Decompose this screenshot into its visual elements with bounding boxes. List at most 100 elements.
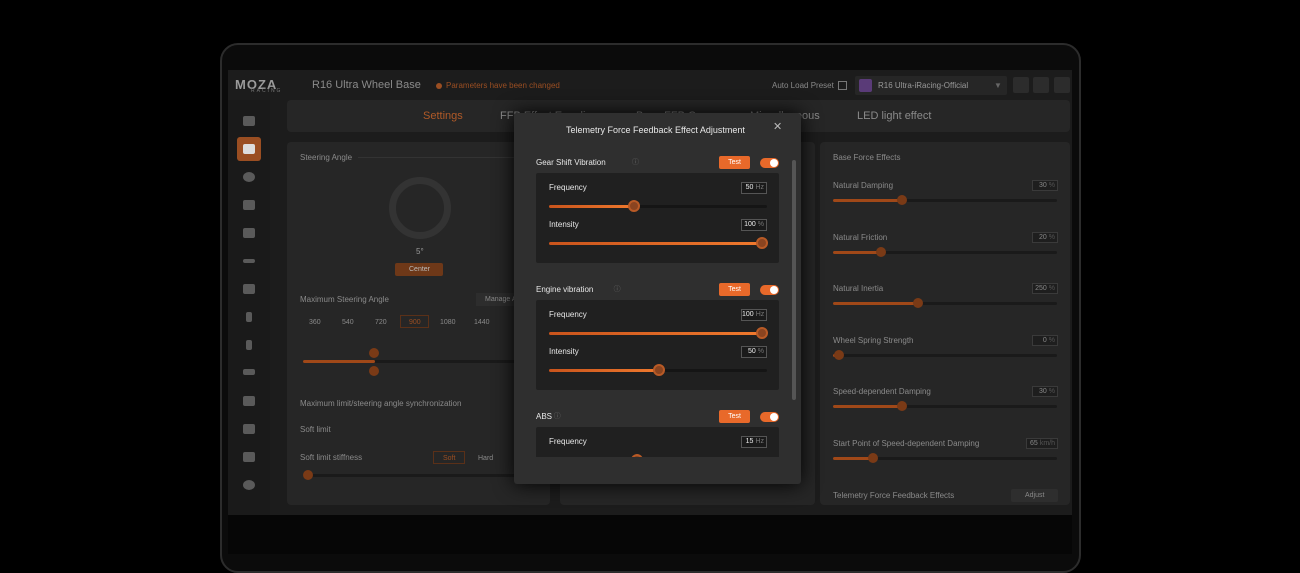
angle-option[interactable]: 1440 xyxy=(474,319,490,326)
slider-thumb[interactable] xyxy=(913,298,923,309)
angle-value: 5° xyxy=(416,247,424,256)
nav-icon[interactable] xyxy=(243,480,255,490)
stiffness-slider[interactable] xyxy=(303,470,518,480)
nav-icon[interactable] xyxy=(243,424,255,434)
effect-label: Wheel Spring Strength xyxy=(833,335,914,345)
nav-icon[interactable] xyxy=(243,172,255,182)
slider-thumb[interactable] xyxy=(631,454,643,457)
param-slider[interactable] xyxy=(549,327,768,339)
value-box[interactable]: 50% xyxy=(741,346,767,358)
effect-slider[interactable] xyxy=(833,298,1057,309)
angle-option[interactable]: 1080 xyxy=(440,319,456,326)
header-button[interactable] xyxy=(1054,77,1070,93)
auto-load-checkbox[interactable] xyxy=(838,81,847,90)
slider-thumb[interactable] xyxy=(897,195,907,205)
nav-icon[interactable] xyxy=(243,228,255,238)
dropdown-arrow: ▼ xyxy=(994,81,1002,90)
nav-icon[interactable] xyxy=(243,259,255,263)
param-slider[interactable] xyxy=(549,200,767,212)
value: 50 xyxy=(745,184,754,191)
value-box[interactable]: 30% xyxy=(1032,180,1058,191)
preset-dropdown[interactable] xyxy=(855,76,1007,95)
value-box[interactable]: 65 km/h xyxy=(1026,438,1058,449)
param-box: Frequency 50 Hz Intensity 100% xyxy=(536,173,779,263)
test-button[interactable]: Test xyxy=(719,410,750,423)
scrollbar[interactable] xyxy=(792,160,796,400)
value-box[interactable]: 100 Hz xyxy=(741,309,767,321)
value: 65 xyxy=(1030,440,1038,447)
header-button[interactable] xyxy=(1033,77,1049,93)
brand-sub: RACING xyxy=(251,88,283,94)
tab[interactable]: LED light effect xyxy=(857,110,932,122)
nav-icon[interactable] xyxy=(246,312,252,322)
effect-slider[interactable] xyxy=(833,246,1057,257)
slider-thumb[interactable] xyxy=(303,470,313,480)
close-button[interactable]: ✕ xyxy=(773,121,783,133)
unit: % xyxy=(1048,388,1055,396)
slider-thumb[interactable] xyxy=(653,364,665,376)
nav-icon[interactable] xyxy=(243,200,255,210)
value-box[interactable]: 100% xyxy=(741,219,767,231)
nav-icon[interactable] xyxy=(243,144,255,154)
effect-slider[interactable] xyxy=(833,349,1057,360)
toggle[interactable] xyxy=(760,412,779,422)
wheel-graphic xyxy=(389,177,451,239)
angle-slider[interactable] xyxy=(303,348,518,376)
nav-icon[interactable] xyxy=(243,396,255,406)
nav-icon[interactable] xyxy=(243,116,255,126)
angle-option[interactable]: 540 xyxy=(342,319,354,326)
slider-thumb[interactable] xyxy=(876,246,886,257)
angle-option[interactable]: 360 xyxy=(309,319,321,326)
nav-icon[interactable] xyxy=(243,284,255,294)
slider-thumb[interactable] xyxy=(897,401,907,412)
panel-title: Steering Angle xyxy=(300,153,353,162)
value-box[interactable]: 15 Hz xyxy=(741,436,767,448)
nav-icon[interactable] xyxy=(243,369,255,375)
effect-slider[interactable] xyxy=(833,401,1057,412)
angle-option[interactable]: 900 xyxy=(409,319,421,326)
slider-thumb[interactable] xyxy=(756,237,768,249)
unit: % xyxy=(1048,336,1055,344)
preset-icon xyxy=(859,79,872,92)
value-box[interactable]: 250% xyxy=(1032,283,1058,295)
modal-title: Telemetry Force Feedback Effect Adjustme… xyxy=(566,125,745,135)
effect-slider[interactable] xyxy=(833,453,1057,463)
angle-option-selected xyxy=(400,315,429,328)
param-label: Frequency xyxy=(549,310,587,319)
value-box[interactable]: 0% xyxy=(1032,334,1058,346)
slider-thumb[interactable] xyxy=(756,327,768,339)
value-box[interactable]: 50 Hz xyxy=(741,182,767,194)
toggle-knob xyxy=(770,159,778,167)
device-name: R16 Ultra Wheel Base xyxy=(312,79,421,91)
test-button[interactable]: Test xyxy=(719,156,750,169)
nav-icon[interactable] xyxy=(243,452,255,462)
toggle[interactable] xyxy=(760,158,779,168)
unit: km/h xyxy=(1039,440,1055,447)
tab[interactable]: Settings xyxy=(423,110,463,122)
slider-thumb[interactable] xyxy=(369,366,379,376)
value: 20 xyxy=(1038,233,1047,241)
toggle[interactable] xyxy=(760,285,779,295)
slider-thumb[interactable] xyxy=(868,453,878,463)
angle-option[interactable]: 720 xyxy=(375,319,387,326)
test-button[interactable]: Test xyxy=(719,283,750,296)
nav-icon[interactable] xyxy=(246,340,252,350)
info-icon: ⓘ xyxy=(553,413,561,420)
center-button[interactable] xyxy=(395,263,443,276)
value-box[interactable]: 30% xyxy=(1032,386,1058,398)
value-box[interactable]: 20% xyxy=(1032,231,1058,243)
slider-thumb[interactable] xyxy=(628,200,640,212)
slider-fill xyxy=(549,332,764,335)
effect-slider[interactable] xyxy=(833,195,1057,205)
slider-fill xyxy=(833,250,880,254)
stiffness-option[interactable]: Hard xyxy=(478,455,494,462)
slider-thumb[interactable] xyxy=(369,348,379,358)
slider-thumb[interactable] xyxy=(834,349,844,360)
unit: % xyxy=(1048,285,1055,293)
adjust-button[interactable] xyxy=(1011,489,1058,502)
header-button[interactable] xyxy=(1013,77,1029,93)
param-slider[interactable] xyxy=(549,237,768,249)
stiffness-option[interactable]: Soft xyxy=(443,455,456,462)
param-slider[interactable] xyxy=(549,364,767,376)
auto-load-label: Auto Load Preset xyxy=(772,81,834,90)
